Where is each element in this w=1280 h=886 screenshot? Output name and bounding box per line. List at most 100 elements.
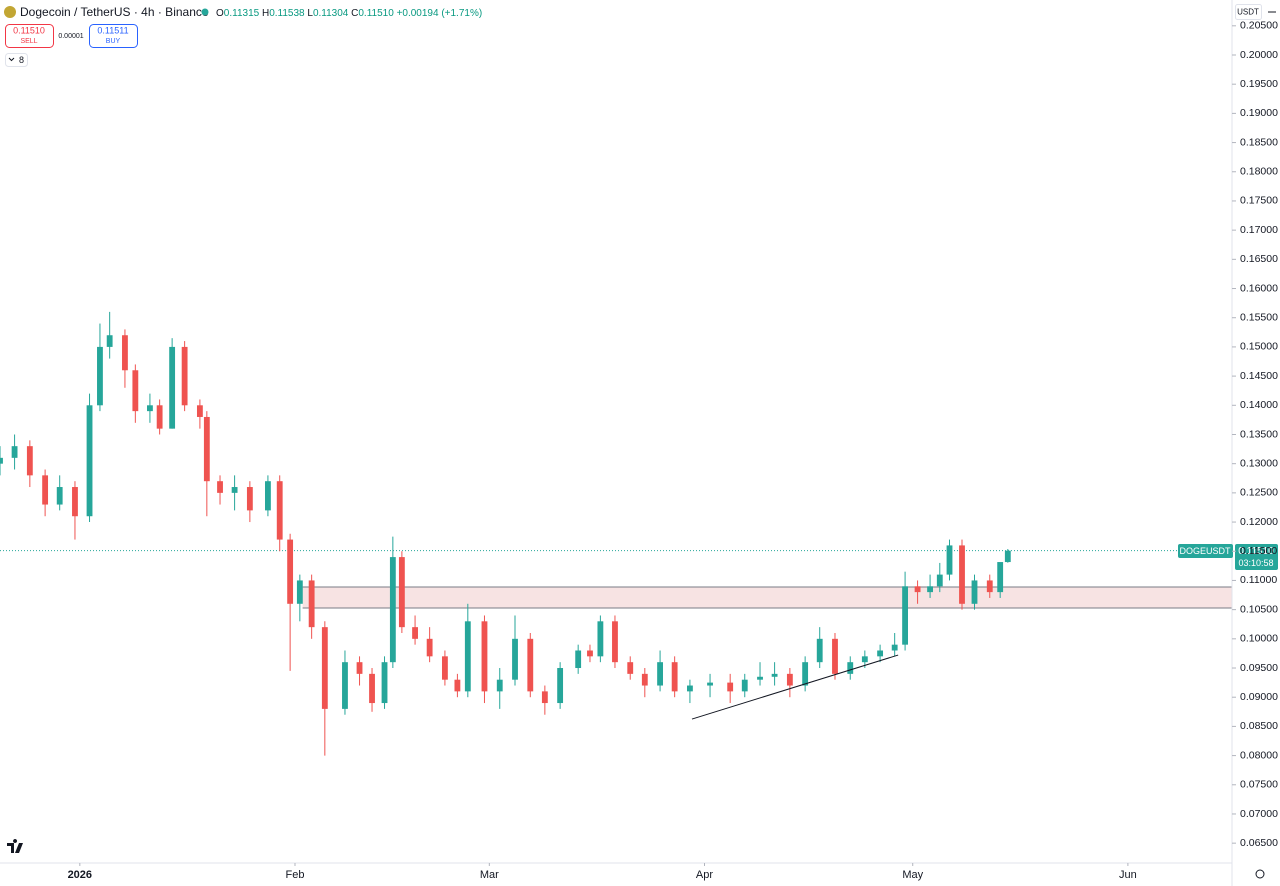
candle-body bbox=[575, 650, 582, 669]
sell-button[interactable] bbox=[5, 24, 54, 48]
candle-body bbox=[106, 335, 113, 347]
candle-body bbox=[426, 638, 433, 657]
candle-body bbox=[527, 638, 534, 692]
candle-body bbox=[86, 405, 93, 517]
ohlc-value: 0.11304 bbox=[313, 8, 349, 19]
candle-body bbox=[847, 662, 854, 674]
candle-body bbox=[296, 580, 303, 604]
buy-price: 0.11511 bbox=[97, 25, 128, 35]
candle-body bbox=[557, 668, 564, 704]
candle-body bbox=[687, 685, 693, 692]
y-tick-label: 0.12000 bbox=[1240, 516, 1278, 528]
countdown: 03:10:58 bbox=[1238, 558, 1273, 568]
indicator-toggle[interactable] bbox=[5, 53, 28, 67]
settings-icon[interactable] bbox=[1255, 869, 1265, 879]
y-tick-label: 0.10000 bbox=[1240, 633, 1278, 645]
y-tick-label: 0.07000 bbox=[1240, 808, 1278, 820]
candle-body bbox=[902, 586, 909, 645]
candle-body bbox=[203, 416, 210, 482]
candle-body bbox=[597, 621, 604, 657]
candle-body bbox=[412, 627, 418, 639]
y-tick-label: 0.11500 bbox=[1240, 545, 1277, 557]
candle-body bbox=[927, 586, 933, 593]
y-tick-label: 0.15000 bbox=[1240, 341, 1278, 353]
candle-body bbox=[771, 673, 778, 677]
candle-body bbox=[97, 346, 103, 406]
candle-body bbox=[612, 621, 618, 663]
candle-body bbox=[707, 682, 713, 686]
candle-body bbox=[356, 662, 363, 674]
candle-body bbox=[741, 679, 748, 692]
coin-icon bbox=[4, 6, 16, 18]
y-tick-label: 0.18000 bbox=[1240, 166, 1278, 178]
price-tag bbox=[1235, 544, 1278, 570]
y-tick-label: 0.19000 bbox=[1240, 107, 1278, 119]
spread: 0.00001 bbox=[58, 33, 83, 40]
x-tick-label: Mar bbox=[480, 869, 499, 881]
y-tick-label: 0.13500 bbox=[1240, 428, 1278, 440]
candle-body bbox=[265, 481, 271, 511]
candle-body bbox=[132, 370, 139, 412]
currency-button[interactable] bbox=[1235, 4, 1262, 20]
symbol-tag bbox=[1178, 544, 1233, 558]
candle-body bbox=[122, 335, 128, 371]
candle-body bbox=[877, 650, 884, 657]
tradingview-logo[interactable] bbox=[7, 839, 23, 853]
candle-body bbox=[936, 574, 943, 587]
candle-body bbox=[156, 405, 163, 429]
candle-body bbox=[641, 673, 648, 686]
candle-body bbox=[786, 673, 793, 686]
candle-body bbox=[308, 580, 315, 628]
symbol-title[interactable]: Dogecoin / TetherUS · 4h · Binance bbox=[20, 5, 209, 19]
candle-body bbox=[342, 662, 348, 709]
candle-body bbox=[398, 557, 405, 628]
y-tick-label: 0.19500 bbox=[1240, 78, 1278, 90]
candle-body bbox=[861, 656, 868, 663]
candle-body bbox=[891, 644, 898, 651]
y-tick-label: 0.08000 bbox=[1240, 749, 1278, 761]
candle-body bbox=[496, 679, 503, 692]
y-tick-label: 0.18500 bbox=[1240, 136, 1278, 148]
candle-body bbox=[26, 446, 33, 476]
candle-body bbox=[1004, 550, 1011, 563]
ohlc-legend: O0.11315 H0.11538 L0.11304 C0.11510 +0.0… bbox=[216, 8, 482, 19]
candle-body bbox=[541, 691, 548, 704]
y-tick-label: 0.17500 bbox=[1240, 195, 1278, 207]
candle-body bbox=[0, 457, 3, 464]
x-tick-label: Feb bbox=[286, 869, 305, 881]
y-tick-label: 0.15500 bbox=[1240, 312, 1278, 324]
y-tick-label: 0.20500 bbox=[1240, 20, 1278, 32]
candle-body bbox=[196, 405, 203, 417]
y-tick-label: 0.13000 bbox=[1240, 457, 1278, 469]
change: +0.00194 (+1.71%) bbox=[397, 8, 483, 19]
price-tag-text: 0.11510 bbox=[1238, 546, 1274, 557]
buy-button[interactable] bbox=[89, 24, 138, 48]
candle-body bbox=[217, 481, 223, 493]
candle-body bbox=[11, 446, 18, 458]
candle-body bbox=[802, 662, 809, 686]
ohlc-value: 0.11538 bbox=[269, 8, 305, 19]
candle-body bbox=[997, 562, 1004, 593]
ohlc-key: C bbox=[351, 8, 358, 19]
buy-label: BUY bbox=[106, 38, 121, 45]
candle-body bbox=[464, 621, 471, 692]
candle-body bbox=[276, 481, 283, 540]
candle-body bbox=[914, 586, 921, 593]
candle-body bbox=[971, 580, 978, 604]
ohlc-key: O bbox=[216, 8, 224, 19]
candle-body bbox=[757, 676, 763, 680]
market-status[interactable] bbox=[201, 8, 209, 16]
candle-body bbox=[389, 557, 396, 663]
x-tick-label: May bbox=[902, 869, 923, 881]
ohlc-key: L bbox=[307, 8, 313, 19]
candle-body bbox=[727, 682, 734, 692]
y-tick-label: 0.09000 bbox=[1240, 691, 1278, 703]
candle-body bbox=[587, 650, 593, 657]
candle-body bbox=[657, 662, 663, 686]
candle-body bbox=[246, 487, 253, 511]
y-tick-label: 0.11000 bbox=[1240, 574, 1277, 586]
y-tick-label: 0.07500 bbox=[1240, 779, 1278, 791]
candle-body bbox=[56, 487, 63, 505]
ohlc-value: 0.11315 bbox=[224, 8, 260, 19]
y-tick-label: 0.16500 bbox=[1240, 253, 1278, 265]
